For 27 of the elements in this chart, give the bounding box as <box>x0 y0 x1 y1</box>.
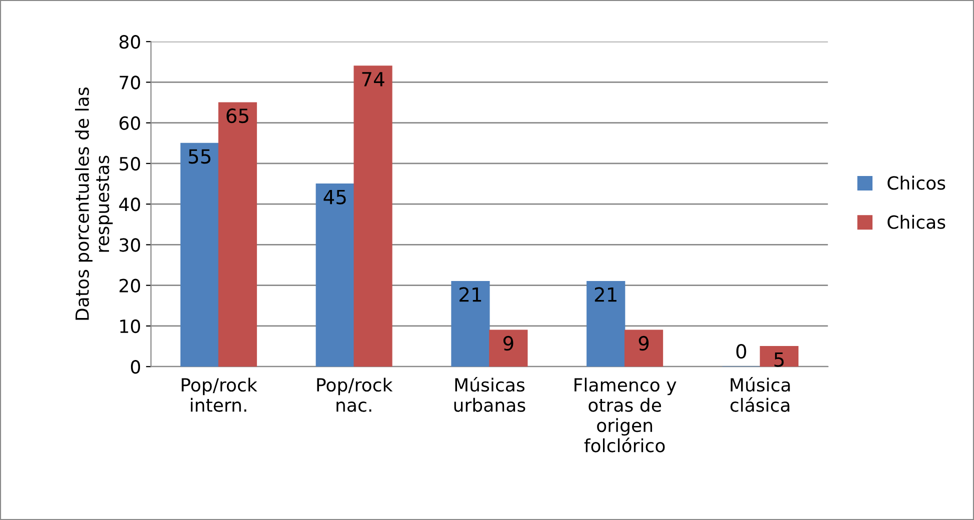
x-tick-label: Música clásica <box>730 376 790 412</box>
data-label: 65 <box>226 108 248 124</box>
data-label: 9 <box>503 336 514 351</box>
y-axis-title: Datos porcentuales de las respuestas <box>75 88 113 320</box>
y-tick-label: 30 <box>120 238 140 252</box>
legend-label: Chicos <box>888 176 946 190</box>
data-label: 5 <box>774 352 784 367</box>
y-tick-label: 10 <box>120 319 140 334</box>
legend-label: Chicas <box>888 214 946 229</box>
x-tick-label: Pop/rock nac. <box>317 378 393 412</box>
data-label: 45 <box>324 190 346 204</box>
data-label: 0 <box>736 344 746 359</box>
data-label: 21 <box>594 287 616 302</box>
y-tick-label: 40 <box>119 198 140 212</box>
data-label: 9 <box>638 336 649 351</box>
y-tick-label: 60 <box>120 116 140 130</box>
x-tick-label: Flamenco y otras de origen folclórico <box>574 378 676 452</box>
y-tick-label: 0 <box>130 360 140 374</box>
data-label: 74 <box>362 72 384 86</box>
y-tick-label: 20 <box>120 278 140 292</box>
x-tick-label: Músicas urbanas <box>454 376 526 412</box>
data-label: 55 <box>188 149 210 164</box>
y-tick-label: 50 <box>120 156 140 171</box>
data-label: 21 <box>460 287 482 302</box>
x-tick-label: Pop/rock intern. <box>182 378 258 412</box>
y-tick-label: 80 <box>119 35 140 49</box>
y-tick-label: 70 <box>120 76 140 90</box>
